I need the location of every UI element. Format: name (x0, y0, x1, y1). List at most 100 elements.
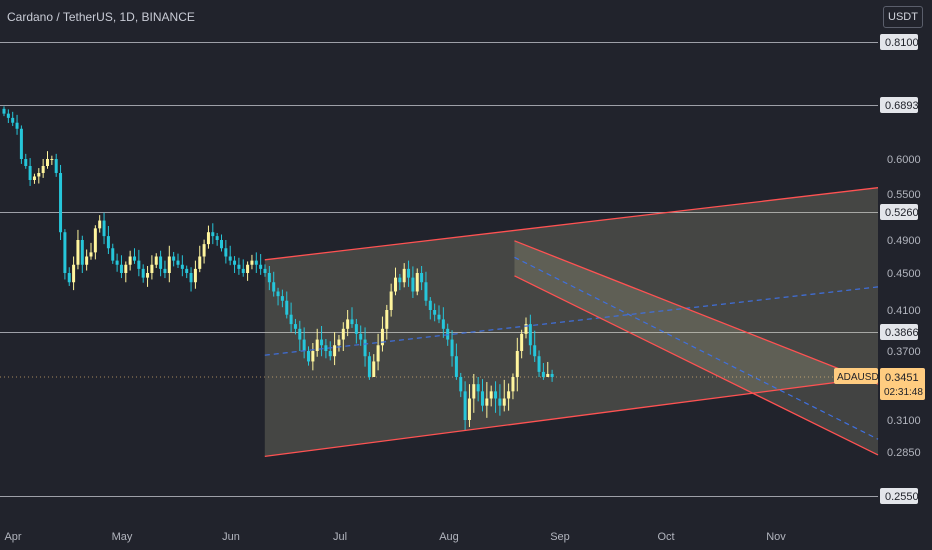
last-price-box (880, 368, 925, 400)
candle-body (489, 391, 493, 399)
candle-body (185, 268, 189, 273)
candle-body (72, 264, 76, 283)
candle-body (467, 398, 471, 420)
candle-body (46, 159, 49, 166)
candle-body (241, 268, 245, 273)
candle-body (459, 377, 463, 392)
y-tick-label: 0.2850 (887, 447, 921, 459)
candle-body (328, 351, 332, 357)
x-tick-label: Jun (222, 531, 240, 543)
candle-body (85, 256, 89, 265)
candle-body (111, 248, 115, 261)
candle-body (63, 232, 67, 273)
candle-body (402, 268, 406, 283)
candle-body (150, 264, 154, 273)
candle-body (520, 333, 524, 351)
candle-body (546, 373, 550, 377)
x-tick-label: Oct (657, 531, 674, 543)
candle-body (337, 339, 341, 346)
y-tick-label: 0.5260 (885, 207, 919, 219)
candle-body (215, 236, 219, 240)
candle-body (424, 282, 428, 301)
candle-body (289, 314, 293, 325)
currency-button[interactable]: USDT (883, 6, 923, 28)
candle-body (472, 384, 476, 399)
candle-body (115, 260, 119, 265)
candle-body (98, 220, 102, 229)
candle-body (11, 117, 15, 123)
candle-body (167, 256, 171, 273)
candle-body (246, 264, 250, 273)
candle-body (50, 159, 54, 160)
candle-body (498, 398, 502, 406)
candle-body (124, 264, 128, 273)
candle-body (385, 310, 389, 329)
candle-body (411, 277, 415, 292)
candle-body (359, 333, 363, 340)
candle-body (19, 128, 23, 159)
channel-mid-line (264, 286, 879, 356)
candle-body (324, 345, 328, 351)
candle-body (276, 291, 280, 297)
candle-body (54, 159, 58, 173)
y-tick-label: 0.4100 (887, 305, 921, 317)
candle-body (206, 232, 210, 245)
candle-body (259, 264, 263, 269)
candle-body (485, 398, 489, 406)
x-tick-label: Apr (4, 531, 21, 543)
candle-body (320, 339, 324, 346)
y-tick-label: 0.4500 (887, 268, 921, 280)
symbol-tag: ADAUSDT (837, 372, 885, 383)
candle-body (224, 248, 228, 257)
candle-body (494, 391, 498, 399)
candle-body (302, 339, 306, 351)
y-tick-label: 0.3700 (887, 346, 921, 358)
candle-body (441, 319, 445, 329)
candle-body (389, 291, 393, 310)
candle-body (24, 159, 28, 166)
candle-body (476, 384, 480, 392)
x-tick-label: Aug (439, 531, 459, 543)
candle-body (280, 296, 284, 301)
candle-body (502, 398, 506, 406)
candle-body (128, 256, 132, 265)
channel-upper-line (514, 240, 879, 385)
candle-body (507, 391, 511, 399)
candle-body (37, 173, 41, 177)
candle-body (228, 256, 232, 261)
x-tick-label: Jul (333, 531, 347, 543)
candle-body (481, 391, 484, 406)
candle-body (67, 273, 71, 283)
candle-body (93, 228, 97, 253)
candle-body (380, 328, 384, 346)
candle-body (550, 373, 554, 377)
candle-body (341, 328, 345, 340)
candle-body (80, 240, 84, 265)
candle-body (285, 300, 289, 315)
candle-body (528, 324, 532, 346)
candle-body (237, 264, 241, 269)
candle-body (346, 319, 350, 329)
candle-body (450, 339, 454, 357)
candle-body (267, 273, 271, 283)
price-level-box (880, 34, 918, 50)
price-level-box (880, 324, 918, 340)
x-tick-label: Nov (766, 531, 786, 543)
candle-body (298, 328, 302, 340)
candle-body (2, 108, 6, 114)
candle-body (354, 324, 358, 334)
candle-body (137, 260, 141, 269)
candle-body (102, 220, 106, 237)
y-tick-label: 0.3866 (885, 327, 919, 339)
y-tick-label: 0.6000 (887, 154, 921, 166)
candle-body (333, 345, 337, 357)
candle-body (524, 324, 528, 334)
price-level-box (880, 204, 918, 220)
candle-body (367, 356, 371, 377)
candle-body (407, 268, 411, 278)
channel-lower-line (514, 275, 879, 456)
countdown-timer: 02:31:48 (884, 387, 923, 398)
y-tick-label: 0.4900 (887, 235, 921, 247)
candle-body (189, 273, 193, 283)
